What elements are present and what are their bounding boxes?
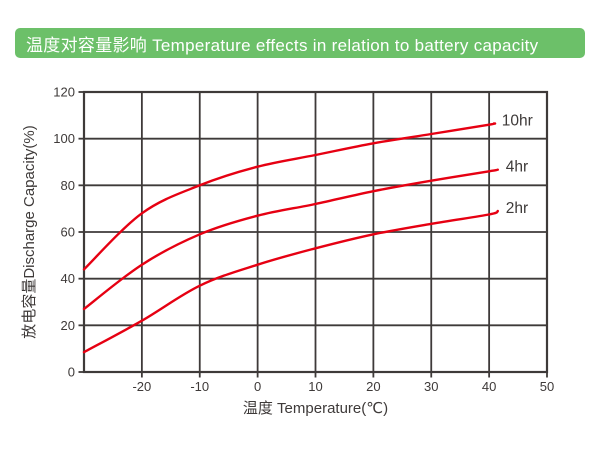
- x-axis-title: 温度 Temperature(℃): [243, 400, 388, 417]
- header-title: 温度对容量影响 Temperature effects in relation …: [26, 35, 539, 55]
- x-tick-label: -20: [132, 379, 151, 394]
- y-tick-label: 40: [61, 271, 75, 286]
- curve-10hr: [82, 122, 497, 271]
- y-tick-label: 120: [53, 85, 75, 100]
- y-tick-label: 20: [61, 318, 75, 333]
- y-tick-label: 60: [61, 225, 75, 240]
- curve-label-2hr: 2hr: [506, 200, 528, 217]
- x-tick-label: 30: [424, 379, 438, 394]
- curve-label-4hr: 4hr: [506, 159, 528, 176]
- y-axis-title: 放电容量Discharge Capacity(%): [21, 125, 38, 338]
- y-tick-label: 80: [61, 178, 75, 193]
- x-tick-label: 20: [366, 379, 380, 394]
- header-banner: 温度对容量影响 Temperature effects in relation …: [15, 28, 585, 58]
- curve-4hr: [82, 168, 499, 311]
- y-tick-label: 100: [53, 131, 75, 146]
- y-tick-label: 0: [68, 365, 75, 380]
- x-tick-label: 40: [482, 379, 496, 394]
- x-tick-label: -10: [190, 379, 209, 394]
- x-tick-label: 0: [254, 379, 261, 394]
- plot-border: [82, 90, 549, 374]
- curve-2hr: [82, 209, 499, 354]
- x-tick-label: 10: [308, 379, 322, 394]
- curve-label-10hr: 10hr: [502, 113, 533, 130]
- x-tick-label: 50: [540, 379, 554, 394]
